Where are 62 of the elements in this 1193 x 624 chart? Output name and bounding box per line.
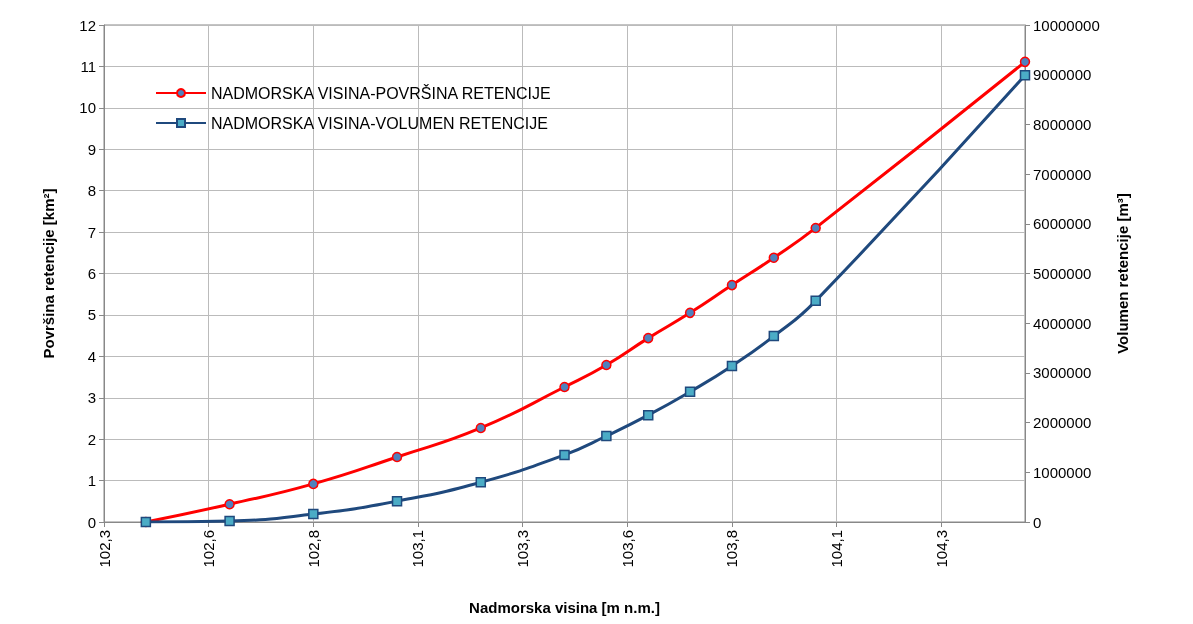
point	[768, 252, 780, 264]
y-tick-label: 7	[87, 223, 96, 241]
x-axis-title: Nadmorska visina [m n.m.]	[469, 599, 660, 616]
y-tick-label: 1	[87, 472, 96, 490]
y2-tick-label: 10000000	[1033, 16, 1100, 34]
x-tick-label: 103,3	[514, 530, 532, 568]
point	[601, 359, 612, 371]
point	[475, 476, 487, 488]
point	[391, 495, 403, 507]
point	[810, 222, 821, 234]
y-tick-label: 8	[87, 182, 96, 200]
point	[391, 451, 403, 463]
x-tick-label: 103,6	[618, 530, 636, 568]
point	[1019, 56, 1031, 68]
point	[224, 498, 235, 510]
x-tick-label: 104,3	[932, 530, 950, 568]
x-tick-label: 104,1	[828, 530, 846, 568]
point	[768, 330, 780, 342]
point	[726, 360, 738, 372]
y2-tick-label: 9000000	[1033, 66, 1092, 84]
y-tick-label: 0	[87, 513, 96, 531]
y2-tick-label: 2000000	[1033, 414, 1092, 432]
point	[684, 386, 696, 398]
y-tick-label: 9	[87, 140, 96, 158]
point	[224, 515, 235, 527]
y-tick-label: 4	[87, 347, 96, 365]
y2-axis-title: Volumen retencije [m³]	[1114, 193, 1131, 354]
y-tick-label: 2	[87, 430, 96, 448]
legend-label: NADMORSKA VISINA-VOLUMEN RETENCIJE	[211, 114, 548, 132]
x-tick-label: 102,8	[304, 530, 322, 568]
y2-tick-label: 8000000	[1033, 115, 1092, 133]
point	[559, 381, 570, 393]
point	[308, 508, 319, 520]
x-tick-label: 102,3	[95, 530, 113, 568]
x-tick-label: 103,1	[409, 530, 427, 568]
point	[684, 307, 696, 319]
x-tick-label: 102,6	[200, 530, 218, 568]
y2-tick-label: 4000000	[1033, 314, 1092, 332]
y2-tick-label: 1000000	[1033, 463, 1092, 481]
point	[810, 295, 821, 307]
y-tick-label: 12	[79, 16, 96, 34]
legend-label: NADMORSKA VISINA-POVRŠINA RETENCIJE	[211, 83, 551, 102]
y-tick-label: 11	[80, 57, 96, 75]
point	[601, 430, 612, 442]
point	[642, 409, 654, 421]
point	[642, 332, 654, 344]
point	[1019, 69, 1031, 81]
y-tick-label: 6	[87, 265, 96, 282]
y-tick-label: 10	[79, 99, 96, 117]
y-tick-label: 5	[87, 306, 96, 324]
y-axis-title: Površina retencije [km²]	[40, 188, 57, 359]
y2-tick-label: 6000000	[1033, 215, 1092, 233]
point	[475, 422, 487, 434]
y2-tick-label: 3000000	[1033, 364, 1092, 382]
y2-tick-label: 7000000	[1033, 165, 1092, 183]
point	[308, 478, 319, 490]
x-tick-label: 103,8	[723, 530, 741, 568]
y2-tick-label: 5000000	[1033, 265, 1092, 282]
point	[559, 449, 570, 461]
point	[726, 279, 738, 291]
y2-tick-label: 0	[1033, 513, 1042, 531]
y-tick-label: 3	[87, 389, 96, 407]
